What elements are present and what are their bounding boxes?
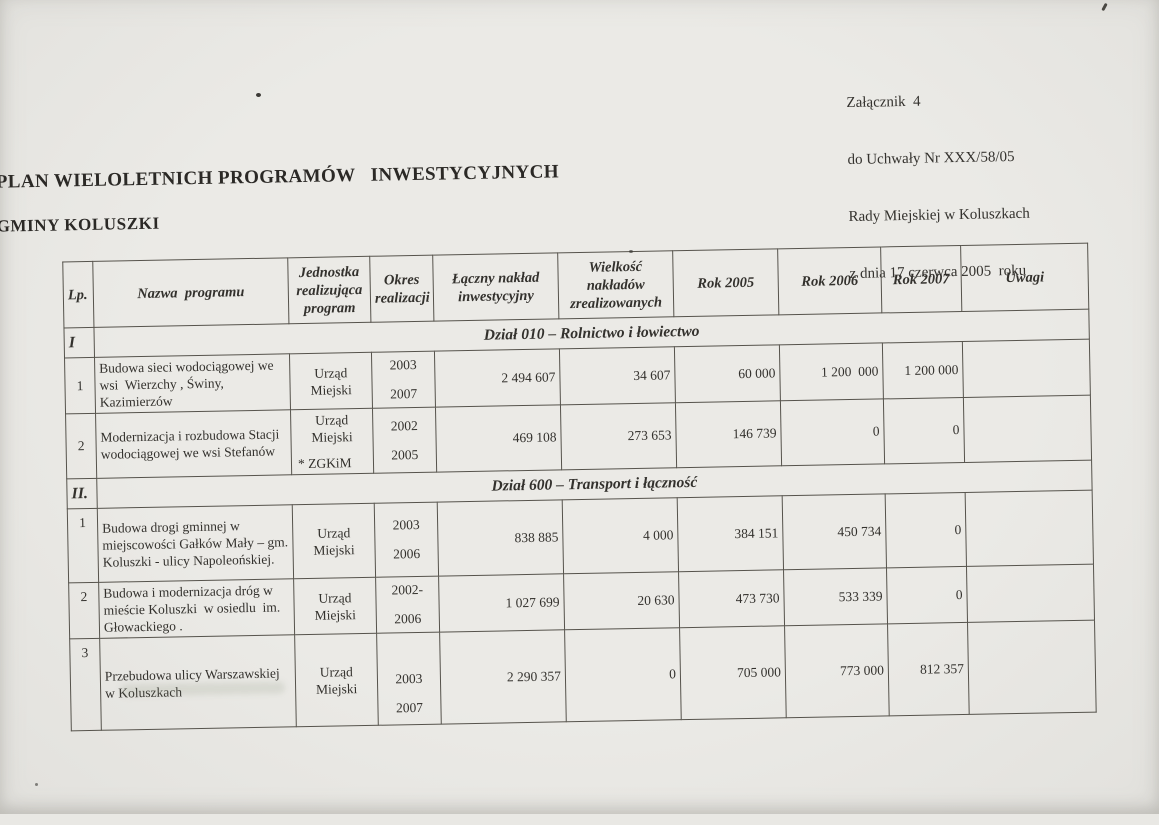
cell-rok-2007: 0 [883, 397, 965, 464]
section-label: I [63, 327, 95, 358]
col-header-2006: Rok 2006 [777, 246, 882, 315]
cell-realized: 273 653 [560, 402, 677, 470]
period-start: 2003 [389, 356, 417, 373]
cell-realized: 0 [564, 627, 682, 722]
cell-total: 2 494 607 [434, 348, 561, 408]
cell-rok-2007: 0 [886, 566, 968, 624]
col-header-2007: Rok 2007 [880, 245, 962, 313]
cell-realized: 34 607 [559, 346, 676, 405]
cell-rok-2006: 1 200 000 [779, 342, 884, 401]
cell-notes [966, 564, 1095, 623]
cell-rok-2006: 773 000 [784, 623, 890, 718]
col-header-2005: Rok 2005 [672, 248, 779, 317]
cell-lp: 1 [64, 357, 96, 414]
cell-rok-2005: 705 000 [679, 625, 787, 720]
cell-unit: Urząd Miejski [289, 352, 373, 410]
period-end: 2005 [391, 446, 419, 462]
unit-name: Urząd Miejski [311, 412, 353, 445]
cell-notes [963, 395, 1092, 463]
col-header-unit: Jednostka realizująca program [287, 256, 371, 324]
col-header-lp: Lp. [62, 261, 94, 328]
cell-rok-2006: 533 339 [783, 567, 888, 626]
cell-unit: Urząd Miejski [294, 633, 379, 727]
period-end: 2007 [390, 385, 418, 402]
scan-speck [35, 783, 38, 786]
cell-lp: 2 [68, 582, 100, 639]
unit-extra: * ZGKiM [297, 455, 352, 472]
cell-name: Budowa sieci wodociągowej we wsi Wierzch… [94, 353, 291, 414]
investment-plan-table: Lp. Nazwa programu Jednostka realizująca… [62, 243, 1097, 732]
cell-name: Budowa i modernizacja dróg w mieście Kol… [98, 578, 295, 639]
table-row: 3 Przebudowa ulicy Warszawskiej w Kolusz… [69, 620, 1097, 731]
cell-rok-2005: 384 151 [677, 495, 784, 572]
cell-rok-2007: 1 200 000 [882, 341, 964, 399]
cell-total: 469 108 [435, 404, 562, 473]
col-header-name: Nazwa programu [92, 257, 289, 328]
cell-notes [965, 490, 1094, 567]
cell-rok-2007: 812 357 [887, 622, 970, 716]
cell-unit: Urząd Miejski * ZGKiM [290, 408, 374, 475]
cell-period: 2003 2007 [371, 351, 436, 409]
period-start: 2002- [391, 581, 424, 598]
cell-unit: Urząd Miejski [293, 577, 377, 635]
unit-name: Urząd Miejski [310, 364, 352, 398]
cell-period: 2002 2005 [372, 407, 437, 474]
cell-rok-2005: 146 739 [675, 400, 782, 468]
scan-speck [629, 250, 633, 253]
cell-realized: 4 000 [562, 497, 679, 574]
unit-name: Urząd Miejski [314, 589, 357, 623]
cell-rok-2005: 473 730 [678, 569, 785, 628]
cell-rok-2006: 0 [780, 398, 885, 466]
period-start: 2003 [395, 670, 423, 687]
cell-lp: 1 [67, 508, 99, 583]
period-start: 2002 [390, 417, 418, 433]
col-header-realized: Wielkość nakładów zrealizowanych [557, 250, 674, 319]
cell-total: 1 027 699 [438, 573, 565, 633]
section-label: II. [66, 478, 98, 509]
period-end: 2006 [393, 545, 421, 562]
col-header-period: Okres realizacji [369, 255, 434, 323]
cell-total: 838 885 [437, 499, 564, 577]
cell-period: 2003 2006 [374, 502, 439, 578]
cell-notes [967, 620, 1097, 715]
cell-rok-2006: 450 734 [782, 493, 887, 570]
period-end: 2006 [394, 610, 422, 627]
unit-name: Urząd Miejski [313, 524, 355, 558]
cell-period: 2003 2007 [376, 632, 442, 726]
period-start: 2003 [392, 516, 420, 533]
cell-notes [962, 339, 1091, 398]
cell-lp: 2 [65, 413, 97, 479]
cell-total: 2 290 357 [439, 629, 567, 725]
col-header-total: Łączny nakład inwestycyjny [432, 252, 559, 322]
scan-speck [256, 93, 261, 97]
period-end: 2007 [395, 699, 424, 716]
cell-name: Budowa drogi gminnej w miejscowości Gałk… [97, 504, 294, 583]
col-header-notes: Uwagi [960, 243, 1089, 312]
cell-unit: Urząd Miejski [292, 503, 376, 579]
cell-period: 2002- 2006 [375, 576, 440, 634]
cell-realized: 20 630 [563, 571, 680, 630]
cell-rok-2007: 0 [885, 492, 967, 568]
cell-lp: 3 [69, 638, 102, 731]
cell-name: Modernizacja i rozbudowa Stacji wodociąg… [95, 409, 292, 479]
annotation-line: Załącznik 4 [846, 93, 921, 112]
cell-rok-2005: 60 000 [674, 344, 781, 403]
unit-name: Urząd Miejski [315, 663, 358, 697]
